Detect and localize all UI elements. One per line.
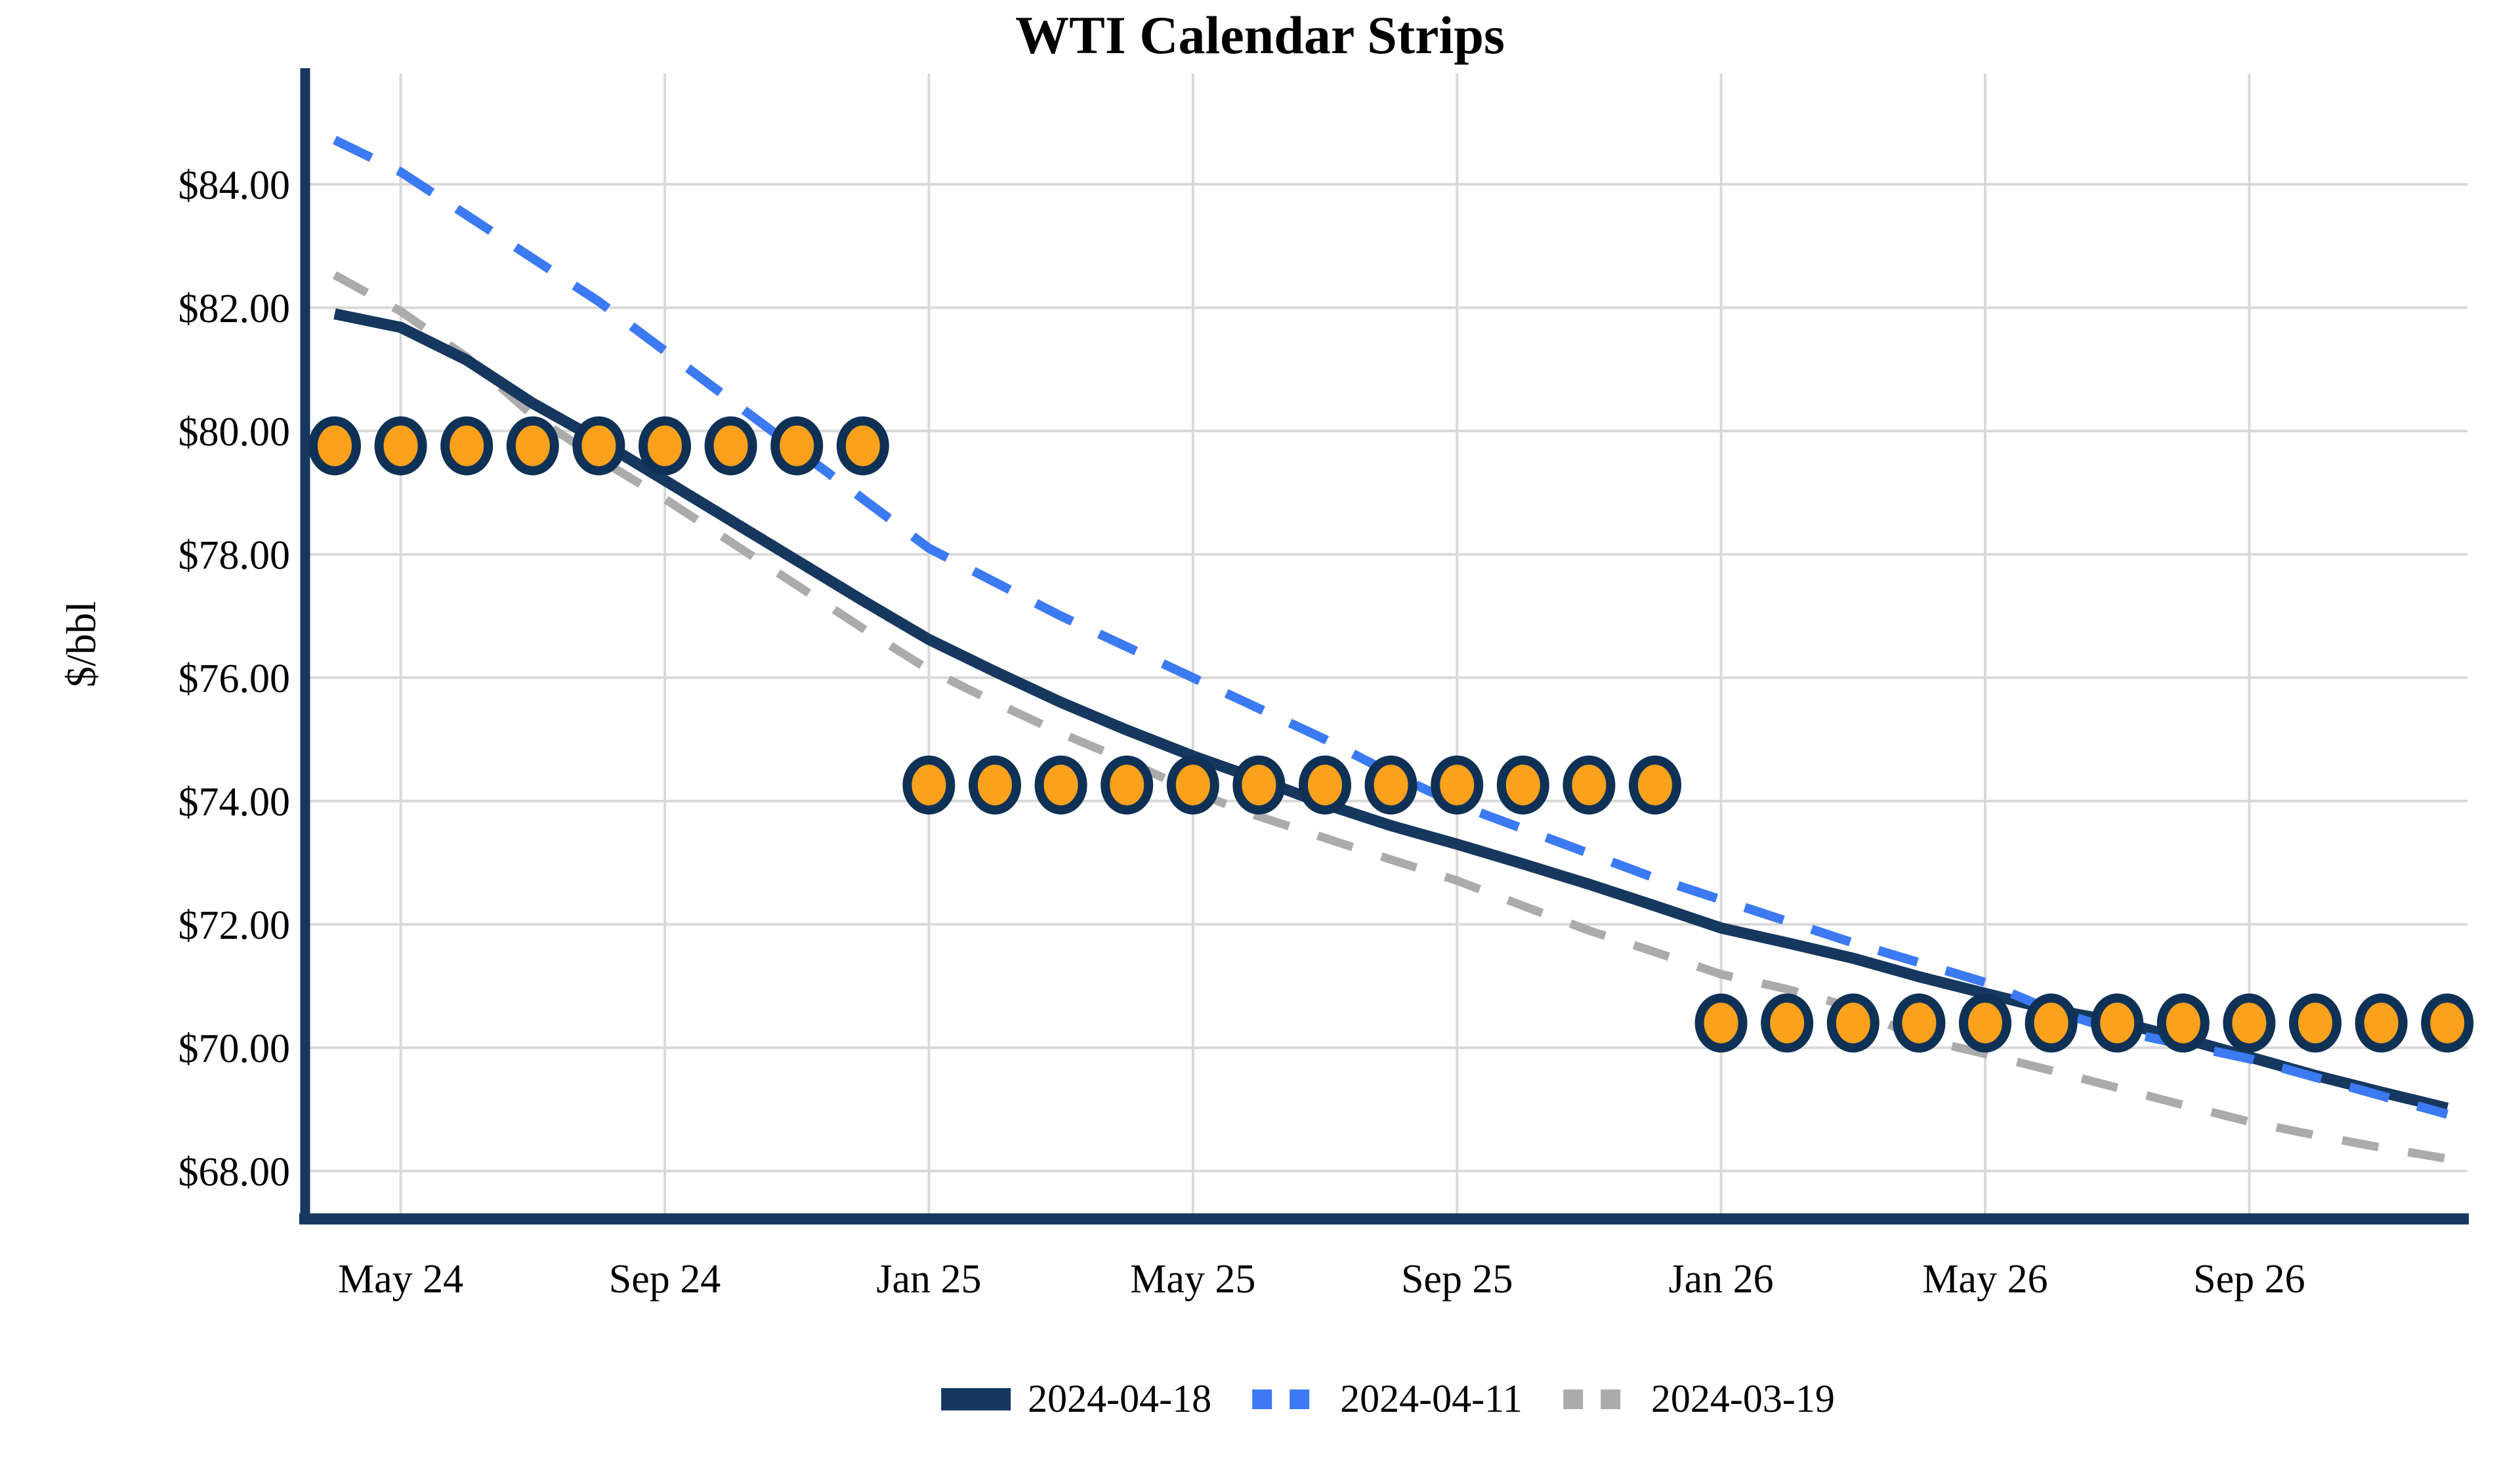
strip-marker [1826, 993, 1880, 1053]
strip-marker [2289, 993, 2342, 1053]
strip-marker [1431, 755, 1484, 815]
y-tick-label: $68.00 [178, 1150, 291, 1195]
x-tick-label: Sep 26 [2193, 1257, 2305, 1302]
strip-marker [1299, 755, 1351, 815]
legend-dashed-line-swatch [1252, 1389, 1328, 1409]
strip-marker [1496, 755, 1549, 815]
x-tick-label: Sep 24 [609, 1257, 721, 1302]
y-tick-label: $72.00 [178, 903, 291, 948]
strip-marker [969, 755, 1021, 815]
strip-marker [2091, 993, 2144, 1053]
strip-marker [1232, 755, 1286, 815]
legend-label: 2024-03-19 [1650, 1377, 1835, 1420]
strip-marker [308, 416, 361, 476]
y-tick-label: $82.00 [178, 287, 291, 331]
legend-item-2024-04-18: 2024-04-18 [937, 1376, 1211, 1422]
strip-marker [1761, 993, 1814, 1053]
legend-item-2024-04-11: 2024-04-11 [1250, 1376, 1522, 1422]
series-line-2024-03-19 [332, 271, 2448, 1163]
strip-marker [1694, 993, 1748, 1053]
strip-marker [2223, 993, 2276, 1053]
strip-marker [1166, 755, 1219, 815]
strip-marker [639, 416, 691, 476]
series-line-2024-04-11 [332, 136, 2449, 1119]
legend-label: 2024-04-18 [1028, 1377, 1212, 1420]
x-tick-label: May 26 [1922, 1257, 2048, 1302]
strip-marker [2025, 993, 2078, 1053]
chart-title: WTI Calendar Strips [1015, 5, 1505, 65]
strip-marker [374, 416, 427, 476]
legend-item-2024-03-19: 2024-03-19 [1561, 1376, 1835, 1422]
strip-marker [902, 755, 956, 815]
y-tick-label: $78.00 [178, 533, 291, 578]
strip-marker [572, 416, 625, 476]
strip-marker [1364, 755, 1418, 815]
y-tick-label: $70.00 [178, 1027, 291, 1071]
strip-marker [1629, 755, 1681, 815]
strip-marker [2421, 993, 2474, 1053]
y-tick-label: $80.00 [178, 410, 291, 455]
x-tick-label: Jan 26 [1669, 1257, 1774, 1302]
y-tick-label: $84.00 [178, 163, 291, 208]
legend-label: 2024-04-11 [1340, 1377, 1522, 1420]
x-tick-label: Sep 25 [1401, 1257, 1513, 1302]
strip-marker [1959, 993, 2011, 1053]
strip-marker [506, 416, 559, 476]
strip-marker [704, 416, 757, 476]
legend-dashed-line-swatch [1563, 1389, 1638, 1409]
strip-marker [770, 416, 824, 476]
y-tick-label: $76.00 [178, 657, 291, 701]
legend: 2024-04-18 2024-04-11 2024-03-19 [937, 1376, 1835, 1422]
strip-marker [1101, 755, 1154, 815]
y-tick-label: $74.00 [178, 780, 291, 825]
strip-marker [836, 416, 889, 476]
legend-solid-line-swatch [941, 1388, 1011, 1410]
strip-marker [1893, 993, 1946, 1053]
x-tick-label: May 25 [1130, 1257, 1255, 1302]
strip-marker [440, 416, 494, 476]
x-tick-label: Jan 25 [876, 1257, 981, 1302]
strip-marker [1034, 755, 1087, 815]
strip-marker [1563, 755, 1616, 815]
strip-marker [2156, 993, 2210, 1053]
strip-marker [2355, 993, 2408, 1053]
x-tick-label: May 24 [338, 1257, 463, 1302]
